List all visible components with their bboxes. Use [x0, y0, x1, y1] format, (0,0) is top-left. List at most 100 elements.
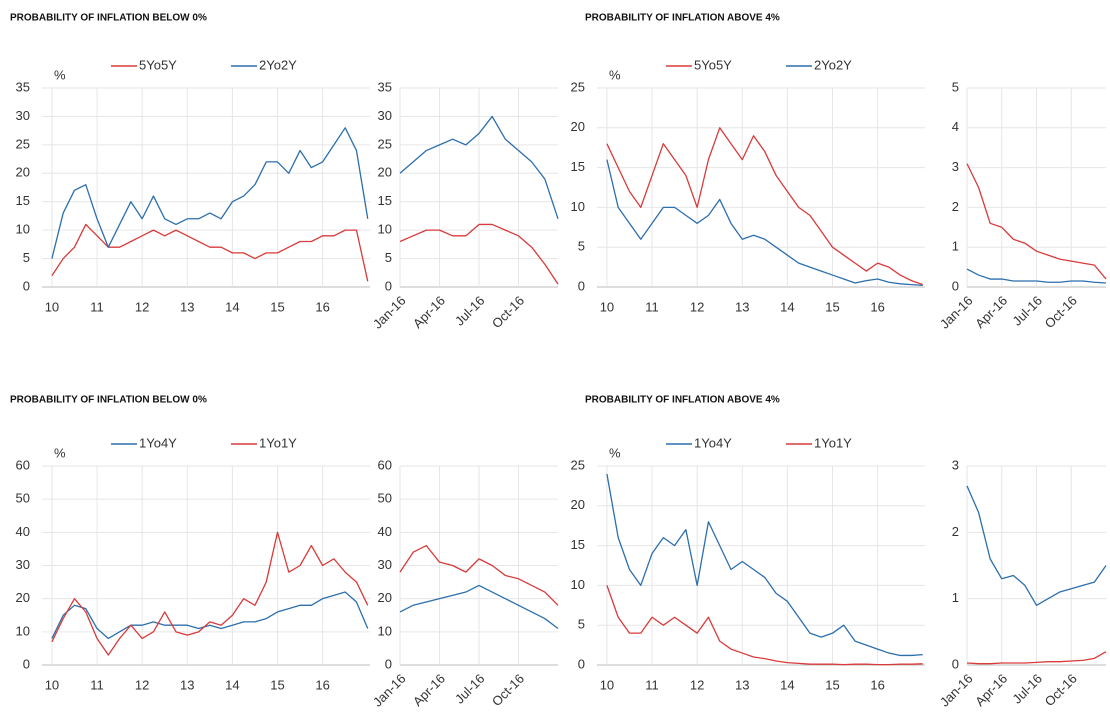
x-tick-label: 15	[825, 677, 839, 692]
x-tick-label: 12	[690, 677, 704, 692]
y-tick-label: 1	[952, 239, 959, 254]
y-axis-unit: %	[609, 445, 621, 460]
series-line	[51, 223, 369, 282]
y-tick-label: 0	[23, 278, 30, 293]
x-tick-label: 13	[180, 299, 194, 314]
y-tick-label: 50	[378, 491, 392, 506]
y-tick-label: 0	[23, 656, 30, 671]
y-axis-unit: %	[54, 67, 66, 82]
series-line	[606, 159, 923, 287]
x-tick-label: 16	[315, 299, 329, 314]
chart-title: PROBABILITY OF INFLATION BELOW 0%	[10, 395, 207, 406]
y-tick-label: 10	[378, 222, 392, 237]
series-line	[51, 127, 369, 259]
y-tick-label: 30	[378, 557, 392, 572]
x-tick-label: 14	[225, 299, 239, 314]
y-tick-label: 25	[571, 457, 585, 472]
series-line	[399, 223, 559, 285]
x-tick-label: 15	[270, 299, 284, 314]
y-tick-label: 3	[952, 159, 959, 174]
chart-title: PROBABILITY OF INFLATION BELOW 0%	[10, 13, 207, 24]
legend-label: 1Yo1Y	[259, 435, 297, 450]
x-tick-label: 16	[870, 677, 884, 692]
y-axis-unit: %	[609, 67, 621, 82]
x-tick-label: 11	[645, 677, 659, 692]
y-tick-label: 5	[578, 617, 585, 632]
series-line	[966, 651, 1107, 665]
x-tick-label: 14	[225, 677, 239, 692]
y-tick-label: 5	[952, 79, 959, 94]
legend-label: 2Yo2Y	[814, 57, 852, 72]
y-tick-label: 10	[571, 199, 585, 214]
x-tick-label: 13	[735, 677, 749, 692]
legend-label: 1Yo4Y	[139, 435, 177, 450]
y-tick-label: 40	[16, 524, 30, 539]
x-tick-label: Oct-16	[489, 293, 527, 331]
y-tick-label: 20	[571, 497, 585, 512]
legend-label: 2Yo2Y	[259, 57, 297, 72]
x-tick-label: 10	[45, 677, 59, 692]
series-line	[51, 591, 369, 640]
y-tick-label: 15	[571, 159, 585, 174]
y-tick-label: 10	[571, 577, 585, 592]
y-tick-label: 40	[378, 524, 392, 539]
y-tick-label: 60	[378, 457, 392, 472]
series-line	[606, 585, 923, 666]
x-tick-label: Apr-16	[972, 671, 1010, 709]
x-tick-label: Apr-16	[410, 293, 448, 331]
x-tick-label: Apr-16	[410, 671, 448, 709]
series-line	[966, 163, 1107, 280]
y-tick-label: 0	[385, 278, 392, 293]
x-tick-label: Jan-16	[370, 293, 409, 332]
x-tick-label: 11	[90, 677, 104, 692]
x-tick-label: Jan-16	[937, 671, 976, 710]
series-line	[606, 127, 923, 286]
y-tick-label: 15	[16, 193, 30, 208]
x-tick-label: Jul-16	[1009, 293, 1045, 329]
y-tick-label: 15	[378, 193, 392, 208]
y-tick-label: 20	[16, 590, 30, 605]
y-tick-label: 10	[378, 623, 392, 638]
y-tick-label: 25	[571, 79, 585, 94]
x-tick-label: 12	[135, 299, 149, 314]
legend-label: 1Yo4Y	[694, 435, 732, 450]
y-tick-label: 20	[378, 165, 392, 180]
series-line	[399, 544, 559, 606]
y-tick-label: 4	[952, 119, 959, 134]
y-tick-label: 50	[16, 491, 30, 506]
x-tick-label: 11	[645, 299, 659, 314]
y-tick-label: 3	[952, 457, 959, 472]
y-tick-label: 60	[16, 457, 30, 472]
series-line	[399, 584, 559, 630]
y-tick-label: 20	[571, 119, 585, 134]
x-tick-label: Oct-16	[489, 671, 527, 709]
y-tick-label: 5	[578, 239, 585, 254]
y-tick-label: 35	[16, 79, 30, 94]
y-tick-label: 2	[952, 524, 959, 539]
x-tick-label: 10	[600, 299, 614, 314]
legend-label: 1Yo1Y	[814, 435, 852, 450]
y-tick-label: 5	[385, 250, 392, 265]
x-tick-label: 16	[870, 299, 884, 314]
y-tick-label: 0	[578, 278, 585, 293]
x-tick-label: 16	[315, 677, 329, 692]
y-tick-label: 25	[16, 136, 30, 151]
y-tick-label: 0	[952, 656, 959, 671]
chart-title: PROBABILITY OF INFLATION ABOVE 4%	[585, 395, 780, 406]
x-tick-label: 11	[90, 299, 104, 314]
x-tick-label: Oct-16	[1042, 293, 1080, 331]
x-tick-label: 10	[600, 677, 614, 692]
y-tick-label: 0	[952, 278, 959, 293]
x-tick-label: 12	[135, 677, 149, 692]
x-tick-label: Oct-16	[1042, 671, 1080, 709]
legend-label: 5Yo5Y	[694, 57, 732, 72]
y-tick-label: 5	[23, 250, 30, 265]
x-tick-label: 10	[45, 299, 59, 314]
series-line	[399, 115, 559, 219]
x-tick-label: Apr-16	[972, 293, 1010, 331]
y-tick-label: 20	[378, 590, 392, 605]
y-tick-label: 30	[378, 108, 392, 123]
y-tick-label: 20	[16, 165, 30, 180]
legend-label: 5Yo5Y	[139, 57, 177, 72]
